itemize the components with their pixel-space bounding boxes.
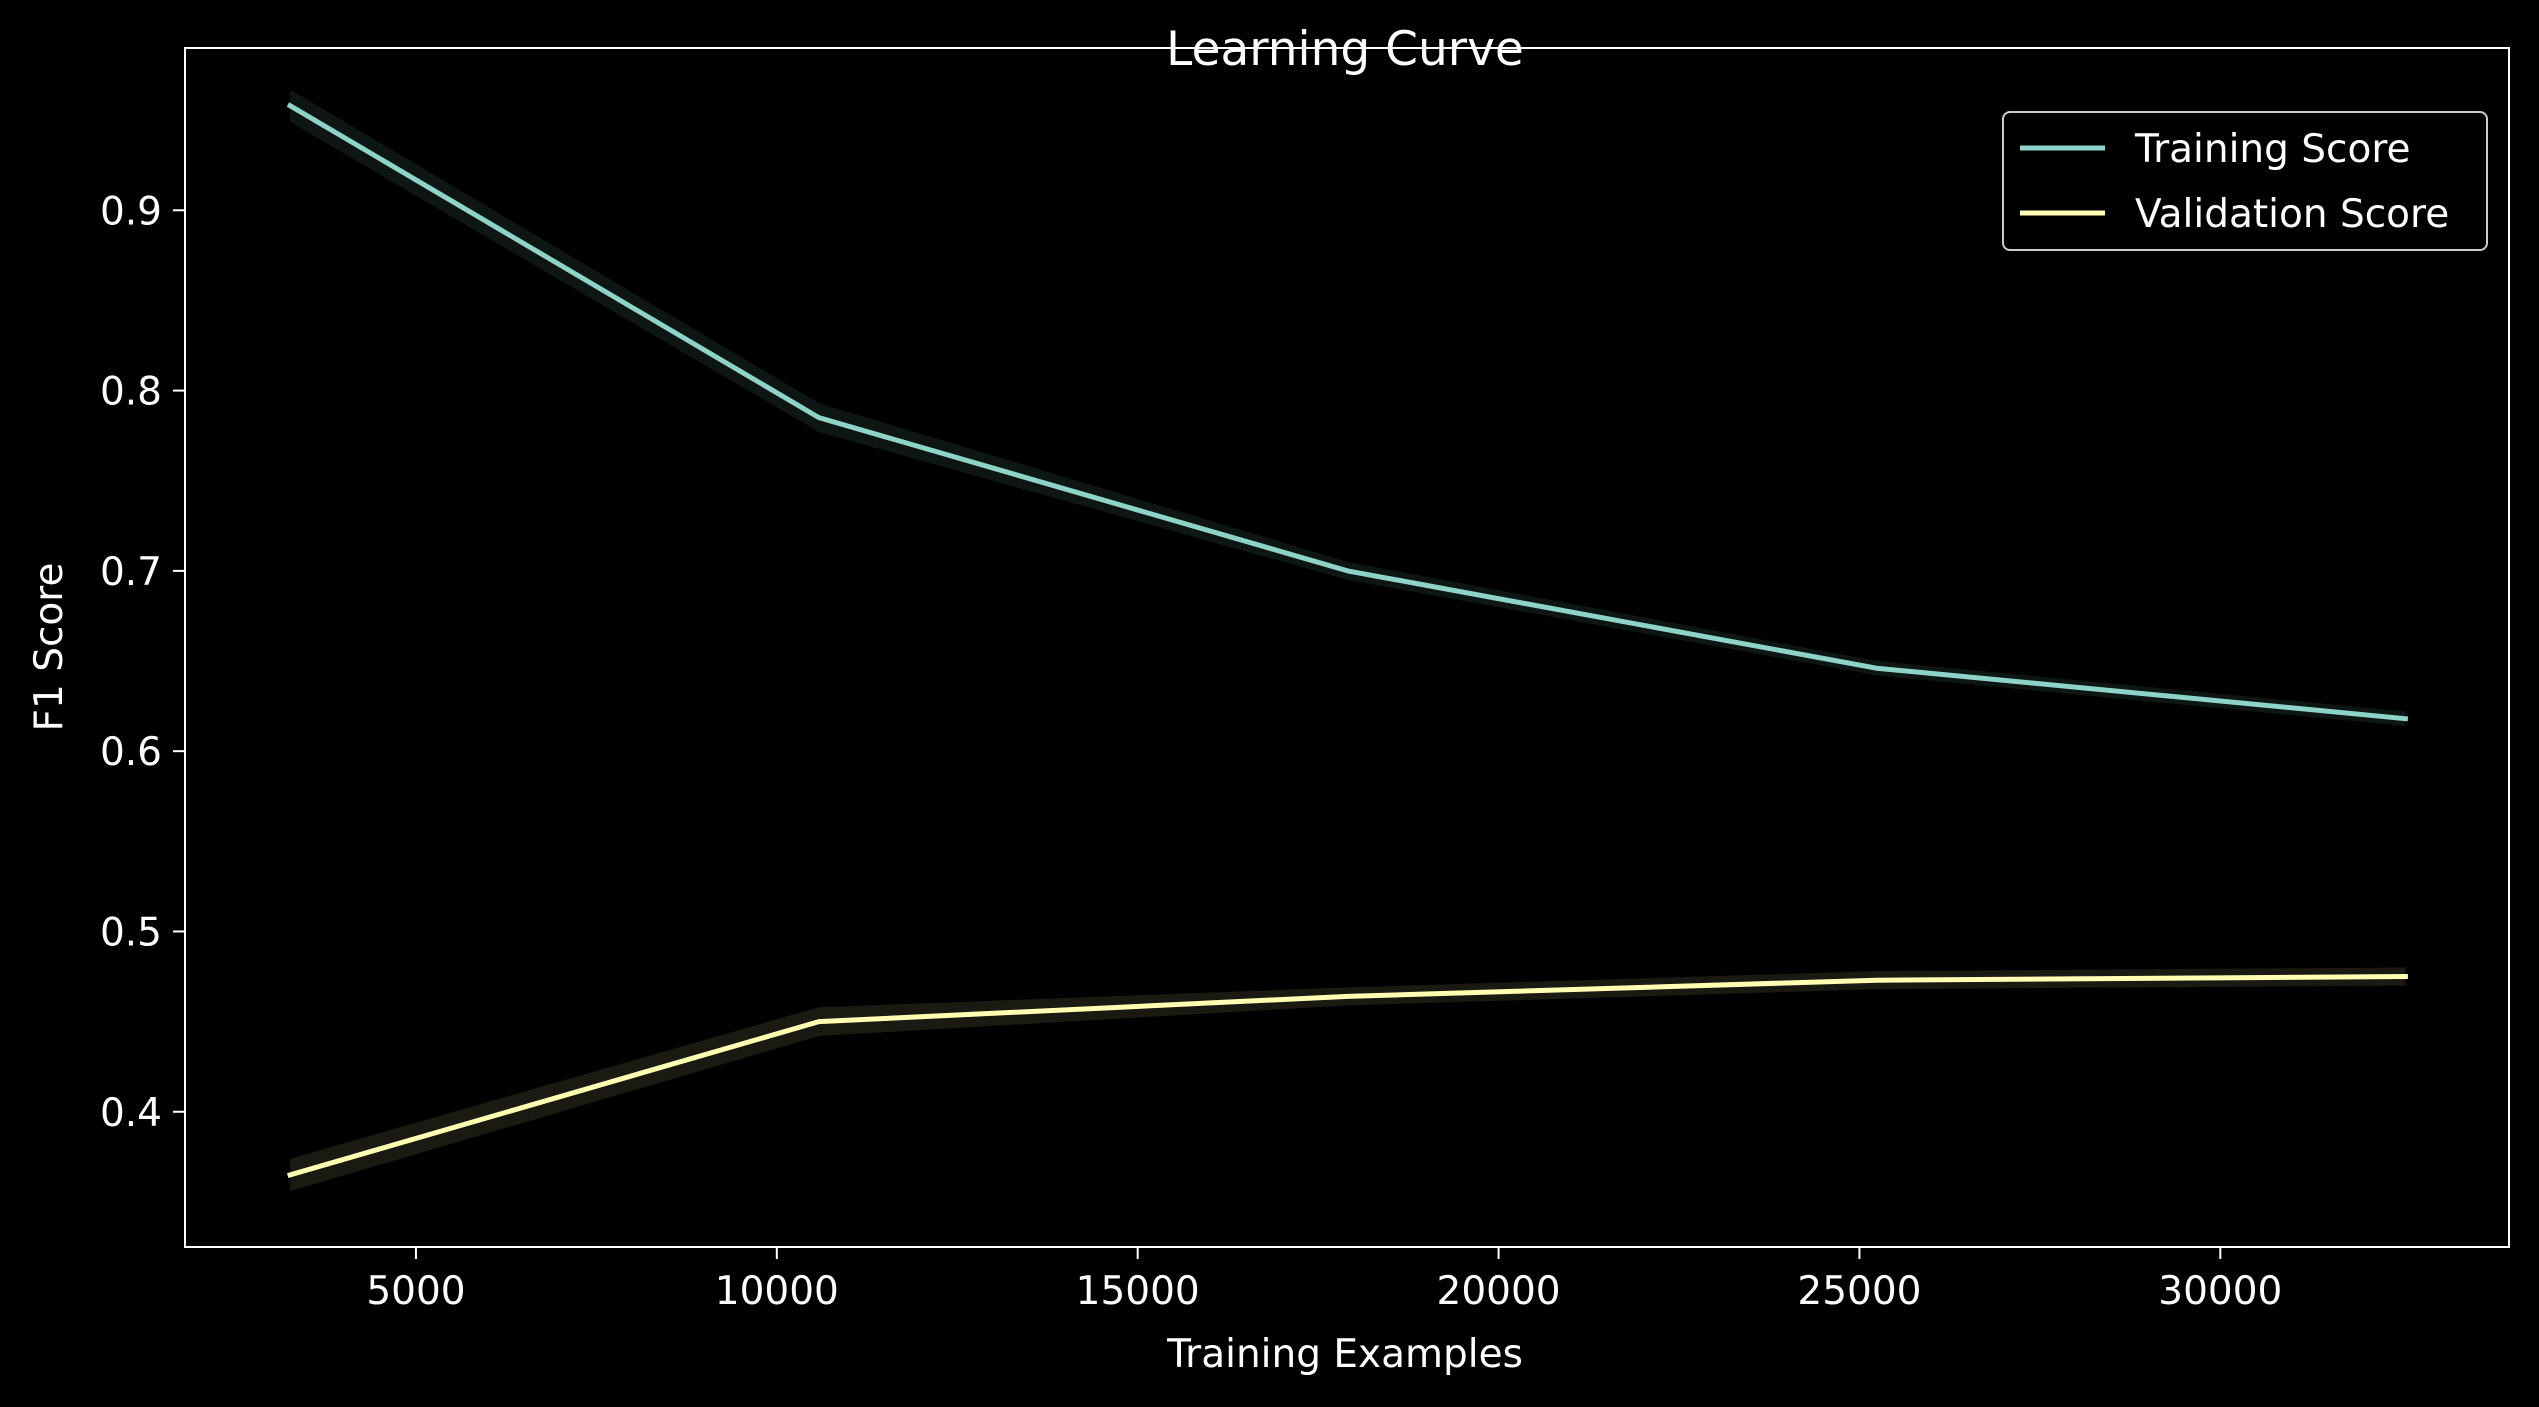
y-tick-label: 0.8	[100, 370, 162, 415]
x-tick-label: 5000	[366, 1269, 465, 1314]
x-tick-label: 25000	[1797, 1269, 1921, 1314]
y-tick-label: 0.6	[100, 730, 162, 775]
y-tick-label: 0.7	[100, 550, 162, 595]
y-axis-label: F1 Score	[27, 563, 72, 732]
plot-frame	[184, 47, 2510, 1248]
y-tick-label: 0.9	[100, 189, 162, 234]
y-tick-label: 0.5	[100, 910, 162, 955]
x-tick-label: 20000	[1437, 1269, 1561, 1314]
series-lines	[286, 102, 2409, 1178]
y-axis-ticks: 0.4 0.5 0.6 0.7 0.8 0.9	[100, 189, 185, 1136]
x-tick-label: 10000	[715, 1269, 839, 1314]
legend: Training Score Validation Score	[2002, 111, 2488, 251]
x-axis-label: Training Examples	[1166, 1332, 1523, 1377]
legend-label-training: Training Score	[2134, 127, 2411, 172]
x-axis-ticks: 5000 10000 15000 20000 25000 30000	[366, 1247, 2282, 1314]
x-tick-label: 30000	[2158, 1269, 2282, 1314]
x-tick-label: 15000	[1076, 1269, 1200, 1314]
y-tick-label: 0.4	[100, 1091, 162, 1136]
chart-title: Learning Curve	[1166, 22, 1524, 77]
legend-label-validation: Validation Score	[2135, 192, 2449, 237]
legend-box	[2002, 111, 2488, 251]
